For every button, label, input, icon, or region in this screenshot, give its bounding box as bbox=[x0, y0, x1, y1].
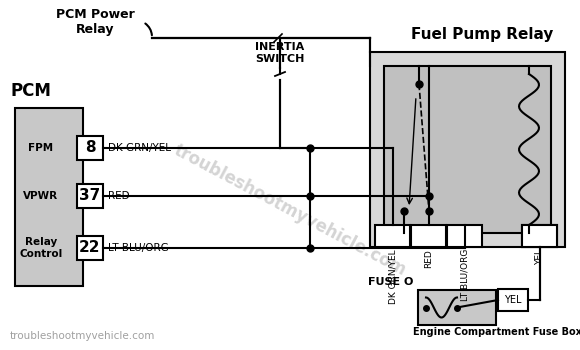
Bar bbox=[370, 52, 565, 247]
Text: FUSE O: FUSE O bbox=[368, 277, 413, 287]
Text: VPWR: VPWR bbox=[23, 191, 59, 201]
Text: Relay
Control: Relay Control bbox=[19, 237, 63, 259]
Text: 22: 22 bbox=[79, 240, 101, 256]
Bar bbox=[522, 225, 557, 247]
Text: INERTIA
SWITCH: INERTIA SWITCH bbox=[255, 42, 304, 64]
Text: PCM: PCM bbox=[10, 82, 51, 100]
Text: 37: 37 bbox=[79, 189, 100, 203]
Text: RED: RED bbox=[108, 191, 129, 201]
Bar bbox=[77, 136, 103, 160]
Text: YEL: YEL bbox=[504, 295, 522, 305]
Text: troubleshootmyvehicle.com: troubleshootmyvehicle.com bbox=[9, 331, 155, 341]
Text: Engine Compartment Fuse Box: Engine Compartment Fuse Box bbox=[413, 327, 580, 337]
Text: RED: RED bbox=[424, 249, 433, 268]
Text: troubleshootmyvehicle.com: troubleshootmyvehicle.com bbox=[171, 141, 409, 279]
Bar bbox=[77, 236, 103, 260]
Text: DK GRN/YEL: DK GRN/YEL bbox=[108, 143, 171, 153]
Bar bbox=[375, 225, 410, 247]
Text: LT BLU/ORG: LT BLU/ORG bbox=[108, 243, 169, 253]
Text: DK GRN/YEL: DK GRN/YEL bbox=[388, 249, 397, 303]
Bar bbox=[498, 289, 528, 311]
Bar bbox=[522, 225, 557, 247]
Bar bbox=[77, 184, 103, 208]
Text: LT BLU/ORG: LT BLU/ORG bbox=[460, 249, 469, 301]
Bar bbox=[384, 66, 551, 233]
Text: YEL: YEL bbox=[535, 249, 544, 265]
Text: Fuel Pump Relay: Fuel Pump Relay bbox=[411, 27, 554, 42]
Text: 8: 8 bbox=[85, 140, 95, 155]
Bar bbox=[411, 225, 446, 247]
Bar bbox=[15, 108, 83, 286]
Text: FPM: FPM bbox=[28, 143, 53, 153]
Bar bbox=[418, 290, 496, 325]
Bar bbox=[447, 225, 482, 247]
Text: PCM Power
Relay: PCM Power Relay bbox=[56, 8, 135, 36]
